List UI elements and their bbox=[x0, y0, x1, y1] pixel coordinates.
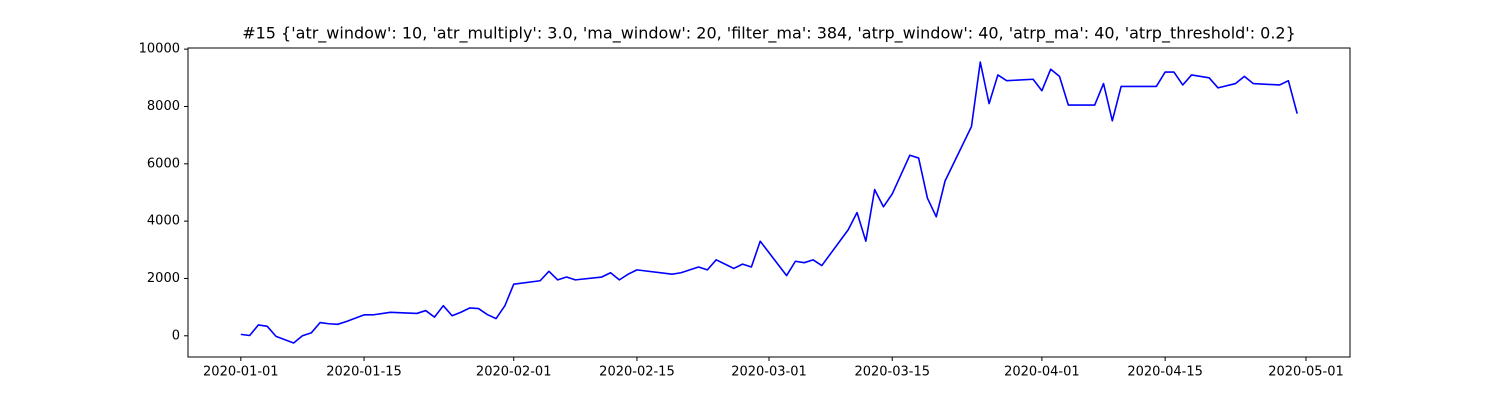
x-tick-label: 2020-04-15 bbox=[1127, 365, 1203, 380]
x-tick-label: 2020-05-01 bbox=[1268, 365, 1344, 380]
x-tick-label: 2020-03-01 bbox=[731, 365, 807, 380]
x-tick-label: 2020-04-01 bbox=[1004, 365, 1080, 380]
y-tick-label: 8000 bbox=[147, 99, 180, 114]
y-tick-label: 2000 bbox=[147, 271, 180, 286]
x-tick-label: 2020-03-15 bbox=[854, 365, 930, 380]
y-tick-label: 0 bbox=[172, 328, 180, 343]
y-tick-label: 6000 bbox=[147, 156, 180, 171]
chart-title: #15 {'atr_window': 10, 'atr_multiply': 3… bbox=[242, 24, 1296, 44]
x-tick-label: 2020-01-01 bbox=[203, 365, 279, 380]
x-tick-label: 2020-02-15 bbox=[599, 365, 675, 380]
y-tick-label: 10000 bbox=[139, 42, 180, 57]
line bbox=[240, 61, 1298, 344]
x-tick-label: 2020-02-01 bbox=[476, 365, 552, 380]
x-tick-label: 2020-01-15 bbox=[326, 365, 402, 380]
plot-frame bbox=[187, 47, 1351, 358]
y-tick-label: 4000 bbox=[147, 214, 180, 229]
